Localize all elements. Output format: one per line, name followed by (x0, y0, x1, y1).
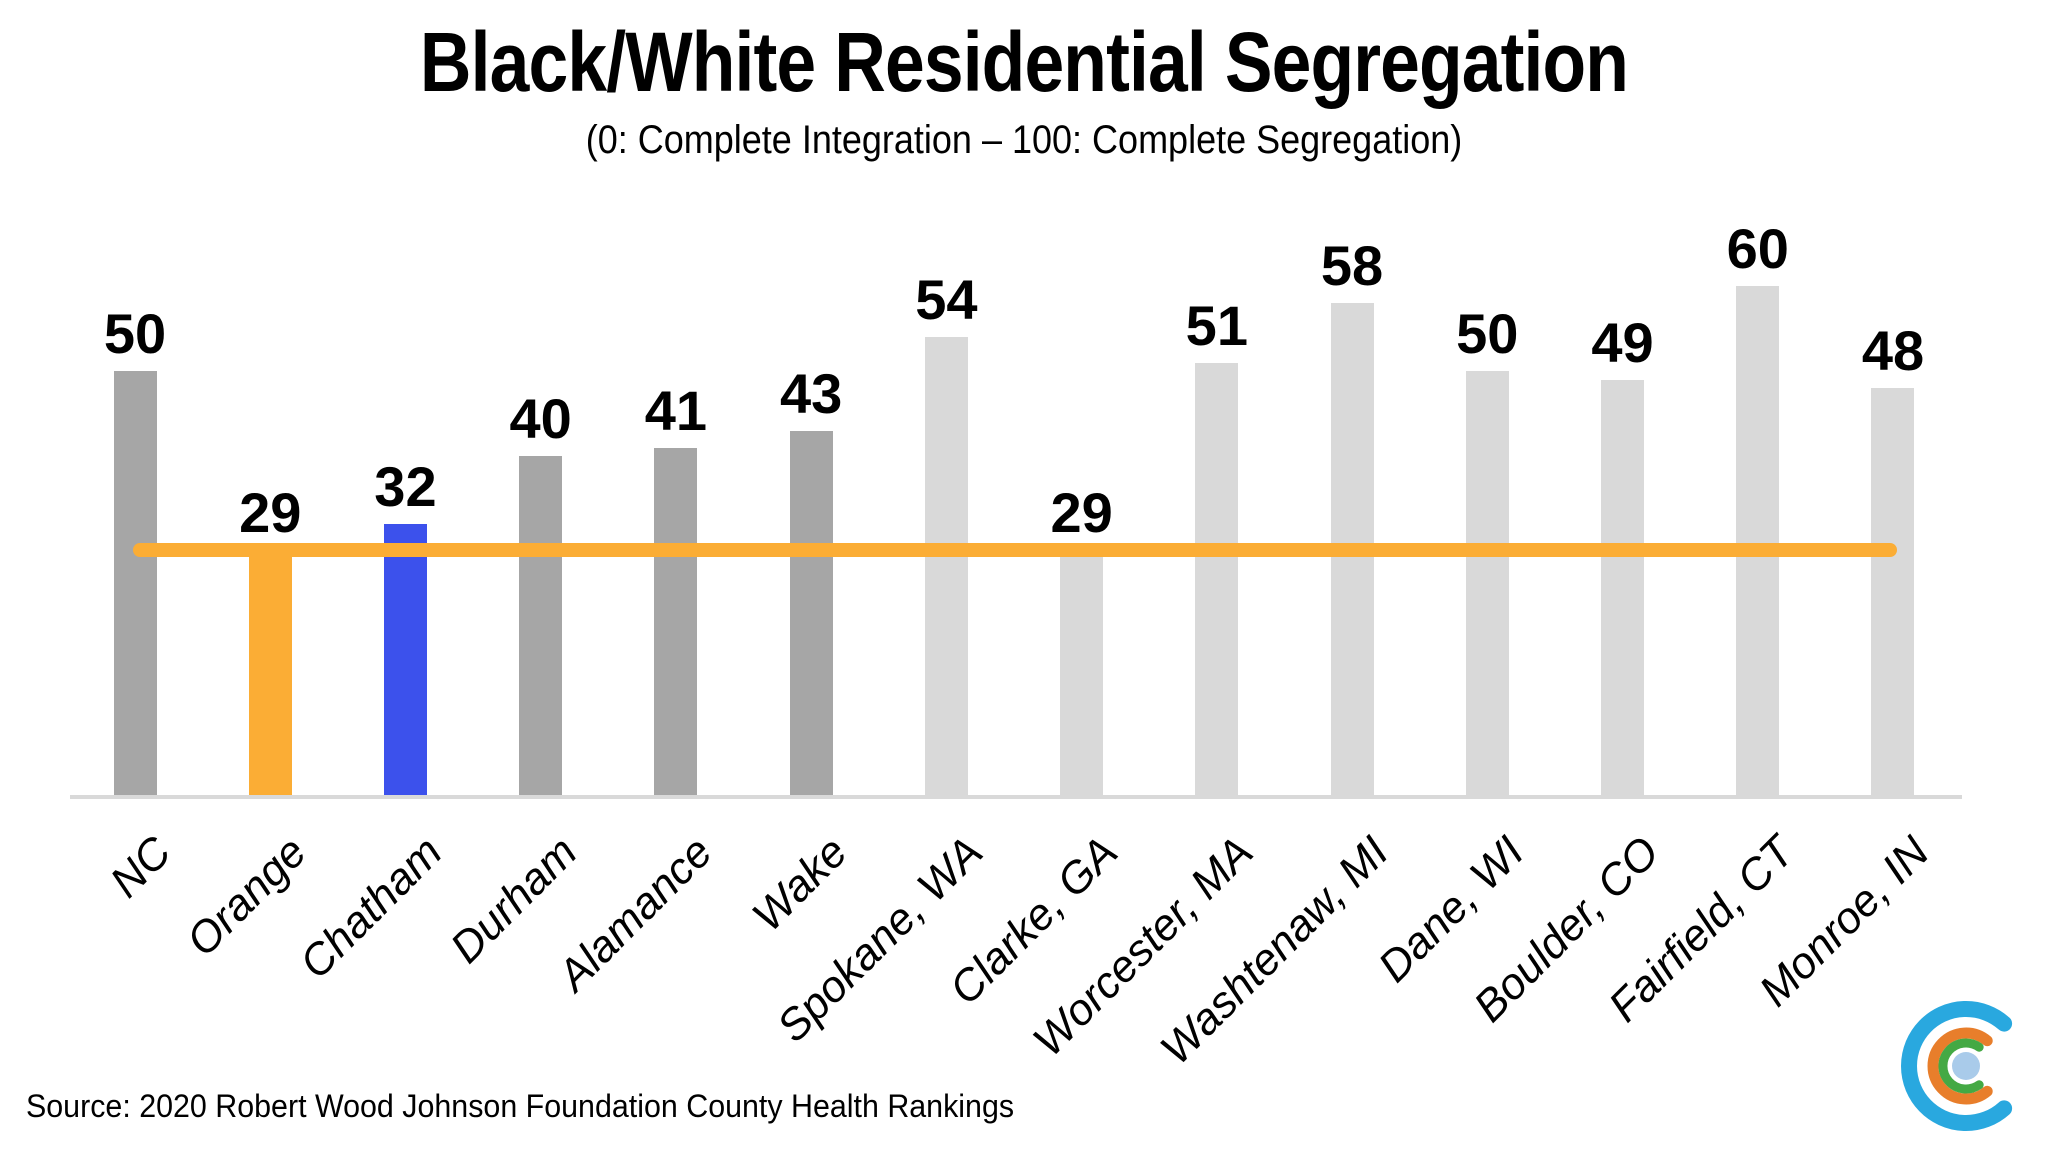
logo-inner-c-icon (1938, 1038, 1984, 1094)
bar-chatham (383, 524, 427, 797)
bar-alamance (654, 448, 698, 797)
bar-spokane-wa (924, 337, 968, 797)
chart-title: Black/White Residential Segregation (419, 15, 1629, 109)
bar-fairfield-ct (1736, 286, 1780, 797)
value-label-washtenaw-mi: 58 (1320, 234, 1384, 297)
category-label-wake: Wake (743, 827, 858, 941)
value-label-durham: 40 (509, 387, 572, 450)
logo-outer-c-icon (1901, 1001, 2013, 1131)
value-label-nc: 50 (103, 302, 167, 365)
value-label-alamance: 41 (644, 379, 708, 442)
category-label-nc: NC (101, 827, 181, 907)
value-label-orange: 29 (239, 481, 302, 544)
value-label-wake: 43 (779, 362, 843, 425)
bar-monroe-in (1871, 388, 1915, 797)
logo-center-dot-icon (1952, 1052, 1980, 1080)
value-label-monroe-in: 48 (1861, 319, 1925, 382)
value-label-chatham: 32 (374, 455, 437, 518)
bar-worcester-ma (1195, 363, 1239, 797)
chart-subtitle: (0: Complete Integration – 100: Complete… (585, 118, 1463, 162)
category-label-chatham: Chatham (290, 827, 452, 989)
category-label-orange: Orange (177, 827, 317, 966)
bar-dane-wi (1465, 371, 1509, 797)
value-label-dane-wi: 50 (1456, 302, 1519, 365)
value-label-worcester-ma: 51 (1185, 294, 1248, 357)
bar-clarke-ga (1060, 550, 1104, 797)
source-note: Source: 2020 Robert Wood Johnson Foundat… (26, 1088, 1015, 1124)
value-label-spokane-wa: 54 (915, 268, 978, 331)
bar-wake (789, 431, 833, 797)
bar-boulder-co (1601, 380, 1645, 797)
concentric-c-logo (1901, 1001, 2013, 1131)
reference-line-orange (133, 543, 1897, 557)
value-label-boulder-co: 49 (1591, 311, 1654, 374)
logo-middle-c-icon (1927, 1027, 1993, 1105)
bar-orange (248, 550, 292, 797)
bar-durham (519, 456, 563, 797)
bar-nc (113, 371, 157, 797)
x-axis-line (70, 795, 1962, 799)
value-label-clarke-ga: 29 (1050, 481, 1113, 544)
value-label-fairfield-ct: 60 (1726, 217, 1789, 280)
